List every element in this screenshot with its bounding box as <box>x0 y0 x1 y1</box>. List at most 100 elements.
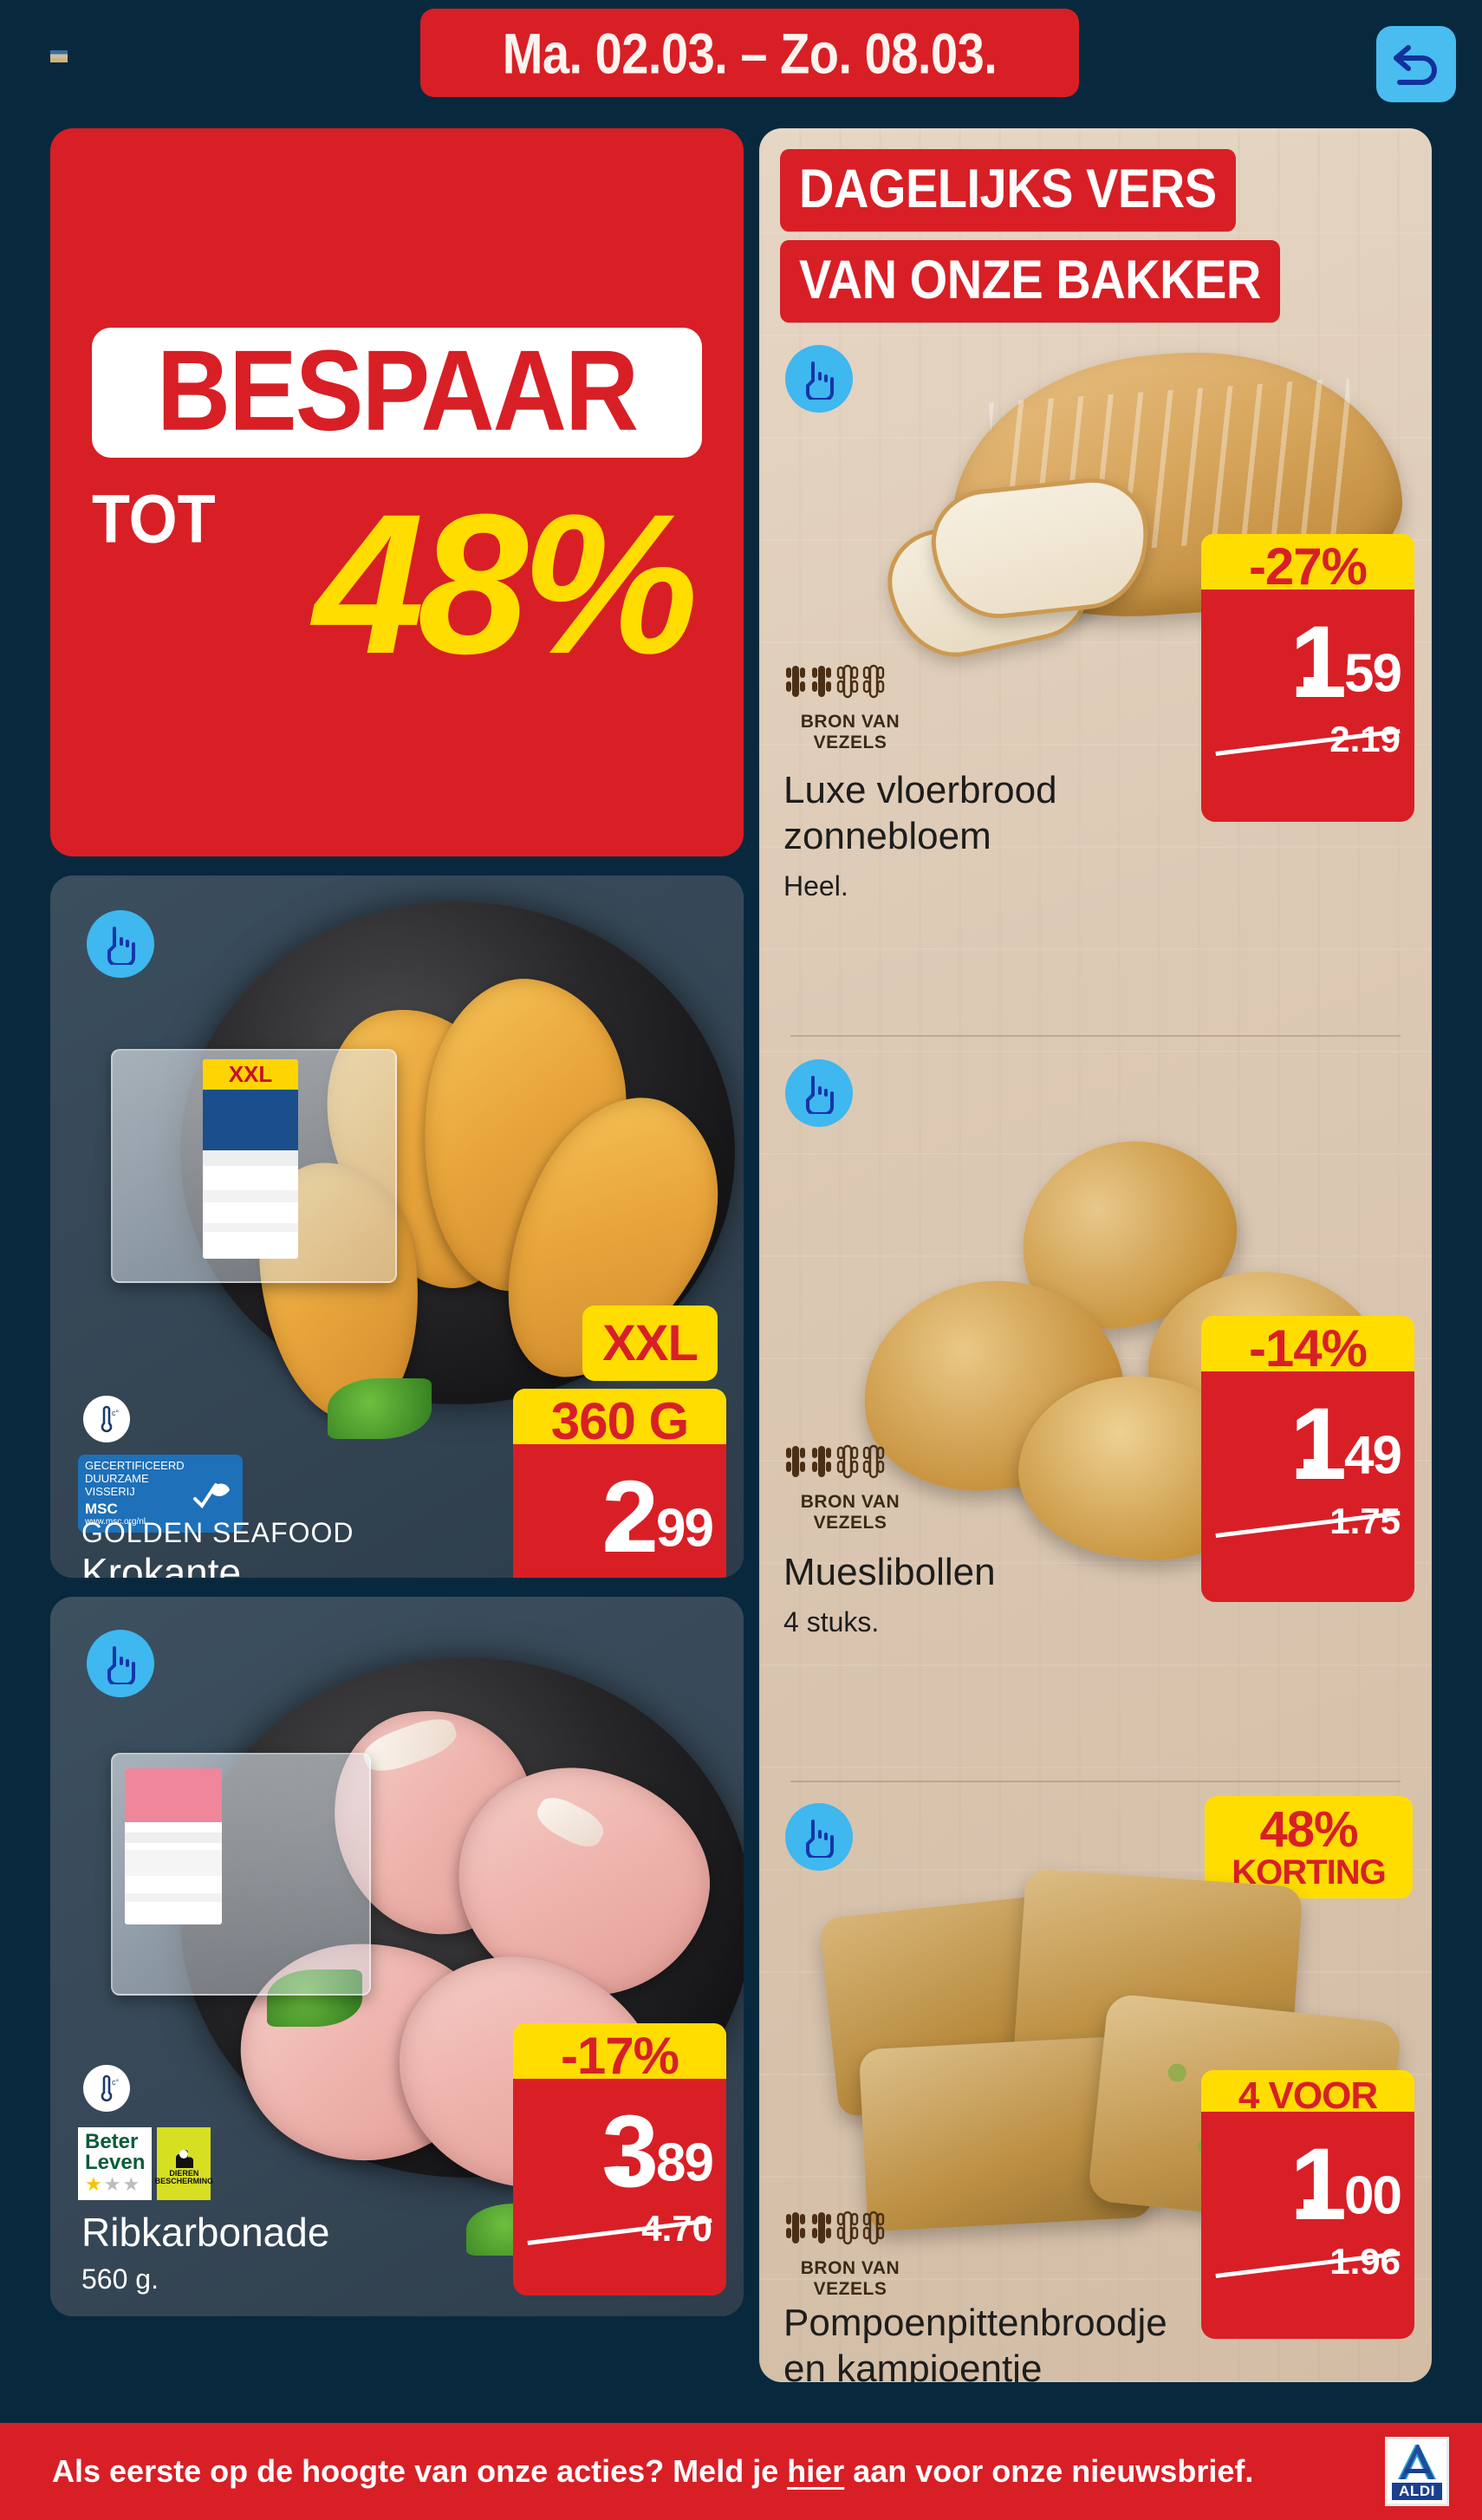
msc-line-5: www.msc.org/nl <box>85 1517 146 1527</box>
price-minor-bread-3: 00 <box>1344 2165 1402 2226</box>
newsletter-footer: Als eerste op de hoogte van onze acties?… <box>0 2423 1482 2520</box>
fiber-label-3b: VEZELS <box>813 2278 887 2299</box>
price-bread-1: 159 <box>1215 611 1402 713</box>
aldi-wordmark: ALDI <box>1392 2483 1442 2500</box>
old-price-bread-3: 1.96 <box>1215 2241 1401 2282</box>
date-range-banner: Ma. 02.03. – Zo. 08.03. <box>420 9 1079 97</box>
newsletter-text-before: Als eerste op de hoogte van onze acties?… <box>52 2453 788 2489</box>
price-minor-fish: 99 <box>656 1498 714 1559</box>
fiber-label-1b: VEZELS <box>813 732 887 752</box>
fiber-label-2a: BRON VAN <box>800 1492 900 1512</box>
savings-hero-card[interactable]: BESPAAR TOT 48% <box>50 128 744 856</box>
menu-icon[interactable] <box>50 50 68 62</box>
msc-line-3: VISSERIJ <box>85 1484 135 1498</box>
fish-check-icon <box>192 1482 230 1509</box>
pointing-hand-icon <box>806 1820 834 1858</box>
price-block-meat: -17% 389 4.70 <box>513 2023 726 2295</box>
hand-pointer-meat[interactable] <box>87 1630 154 1697</box>
bakery-name2-1: zonnebloem <box>783 814 991 857</box>
bakery-sub-1: Heel. <box>783 869 848 902</box>
price-bread-2: 149 <box>1215 1393 1402 1495</box>
wheat-icon <box>786 664 885 699</box>
bespaar-upto-label: TOT <box>92 481 216 558</box>
price-major-bread-1: 1 <box>1290 605 1347 720</box>
price-block-fish: 360 G 299 <box>513 1389 726 1578</box>
product-name-fish: Krokante <box>81 1550 242 1578</box>
thermometer-icon: c° <box>83 1396 130 1442</box>
bakery-name-1: Luxe vloerbrood <box>783 769 1057 811</box>
pointing-hand-icon <box>806 1076 834 1114</box>
hand-pointer-bread-2[interactable] <box>785 1059 853 1127</box>
pointing-hand-icon <box>107 927 135 965</box>
fiber-label-2b: VEZELS <box>813 1512 887 1533</box>
newsletter-text: Als eerste op de hoogte van onze acties?… <box>52 2453 1253 2490</box>
msc-certification-logo: GECERTIFICEERD DUURZAME VISSERIJ MSC www… <box>78 1455 243 1533</box>
bakery-name-3: Pompoenpittenbroodje <box>783 2302 1167 2344</box>
fiber-label-3a: BRON VAN <box>800 2258 900 2278</box>
paw-hand-icon <box>176 2149 194 2168</box>
dierenbescherming-line1: DIEREN <box>169 2168 199 2178</box>
price-meat: 389 <box>527 2100 714 2203</box>
hand-pointer-bread-3[interactable] <box>785 1803 853 1871</box>
product-card-fish[interactable]: XXL c° <box>50 876 744 1578</box>
badge-xxl-fish: XXL <box>582 1306 718 1381</box>
aldi-logo: ALDI <box>1385 2437 1449 2506</box>
bakery-item-1[interactable]: BRON VAN VEZELS Luxe vloerbrood zonneblo… <box>759 328 1432 1021</box>
pack-badge-xxl: XXL <box>203 1059 298 1090</box>
product-card-meat[interactable]: c° Beter Leven ★★★ <box>50 1597 744 2316</box>
price-minor-bread-2: 49 <box>1344 1425 1402 1486</box>
price-minor-meat: 89 <box>656 2133 714 2193</box>
fiber-label-1a: BRON VAN <box>800 712 900 732</box>
pointing-hand-icon <box>107 1646 135 1684</box>
msc-line-4: MSC <box>85 1500 118 1517</box>
bakery-panel: DAGELIJKS VERS VAN ONZE BAKKER <box>759 128 1432 2382</box>
price-major-fish: 2 <box>601 1460 659 1574</box>
product-name-meat: Ribkarbonade <box>81 2210 330 2255</box>
beter-leven-line1: Beter <box>85 2130 139 2153</box>
left-column: BESPAAR TOT 48% XXL <box>50 128 744 2316</box>
thermometer-icon: c° <box>83 2065 130 2112</box>
bespaar-box: BESPAAR <box>92 328 702 458</box>
old-price-meat: 4.70 <box>527 2208 712 2250</box>
bron-van-vezels-logo-3: BRON VAN VEZELS <box>785 2204 915 2299</box>
beter-leven-line2: Leven <box>85 2151 146 2174</box>
product-sub-meat: 560 g. <box>81 2263 159 2295</box>
back-arrow-icon <box>1394 45 1437 85</box>
price-major-meat: 3 <box>601 2094 659 2209</box>
product-photo-meat: c° Beter Leven ★★★ <box>50 1597 744 2316</box>
top-bar: Ma. 02.03. – Zo. 08.03. <box>0 0 1482 113</box>
old-price-bread-2: 1.75 <box>1215 1501 1401 1542</box>
msc-line-2: DUURZAME <box>85 1471 149 1485</box>
badge-korting-pct: 48% <box>1259 1801 1358 1858</box>
price-block-bread-1: -27% 159 2.19 <box>1201 534 1414 822</box>
bakery-tagline-1: DAGELIJKS VERS <box>780 149 1236 232</box>
back-button[interactable] <box>1376 26 1456 102</box>
bakery-name2-3: en kampioentje <box>783 2347 1043 2382</box>
right-column: DAGELIJKS VERS VAN ONZE BAKKER <box>759 128 1432 2382</box>
price-bread-3: 100 <box>1215 2133 1402 2236</box>
wheat-icon <box>786 2211 885 2245</box>
bron-van-vezels-logo-2: BRON VAN VEZELS <box>785 1437 915 1533</box>
bakery-sub-2: 4 stuks. <box>783 1605 880 1638</box>
svg-text:c°: c° <box>112 2078 120 2087</box>
price-major-bread-2: 1 <box>1290 1387 1347 1501</box>
price-minor-bread-1: 59 <box>1344 643 1402 704</box>
bakery-item-3[interactable]: 48% KORTING <box>759 1791 1432 2382</box>
bespaar-percent: 48% <box>313 472 699 695</box>
aldi-mark-icon <box>1398 2445 1436 2479</box>
product-brand-fish: GOLDEN SEAFOOD <box>81 1517 354 1548</box>
bespaar-title: BESPAAR <box>156 327 639 455</box>
wheat-icon <box>786 1444 885 1479</box>
newsletter-link[interactable]: hier <box>787 2453 845 2489</box>
dierenbescherming-line2: BESCHERMING <box>154 2177 214 2185</box>
bron-van-vezels-logo-1: BRON VAN VEZELS <box>785 657 915 752</box>
price-major-bread-3: 1 <box>1290 2127 1347 2242</box>
hand-pointer-fish[interactable] <box>87 910 154 978</box>
bakery-item-2[interactable]: BRON VAN VEZELS Mueslibollen 4 stuks. -1… <box>759 1047 1432 1758</box>
hand-pointer-bread-1[interactable] <box>785 345 853 413</box>
bakery-heading: DAGELIJKS VERS VAN ONZE BAKKER <box>780 149 1280 331</box>
bakery-name-2: Mueslibollen <box>783 1551 996 1593</box>
msc-line-1: GECERTIFICEERD <box>85 1459 185 1472</box>
date-range-text: Ma. 02.03. – Zo. 08.03. <box>502 20 998 86</box>
